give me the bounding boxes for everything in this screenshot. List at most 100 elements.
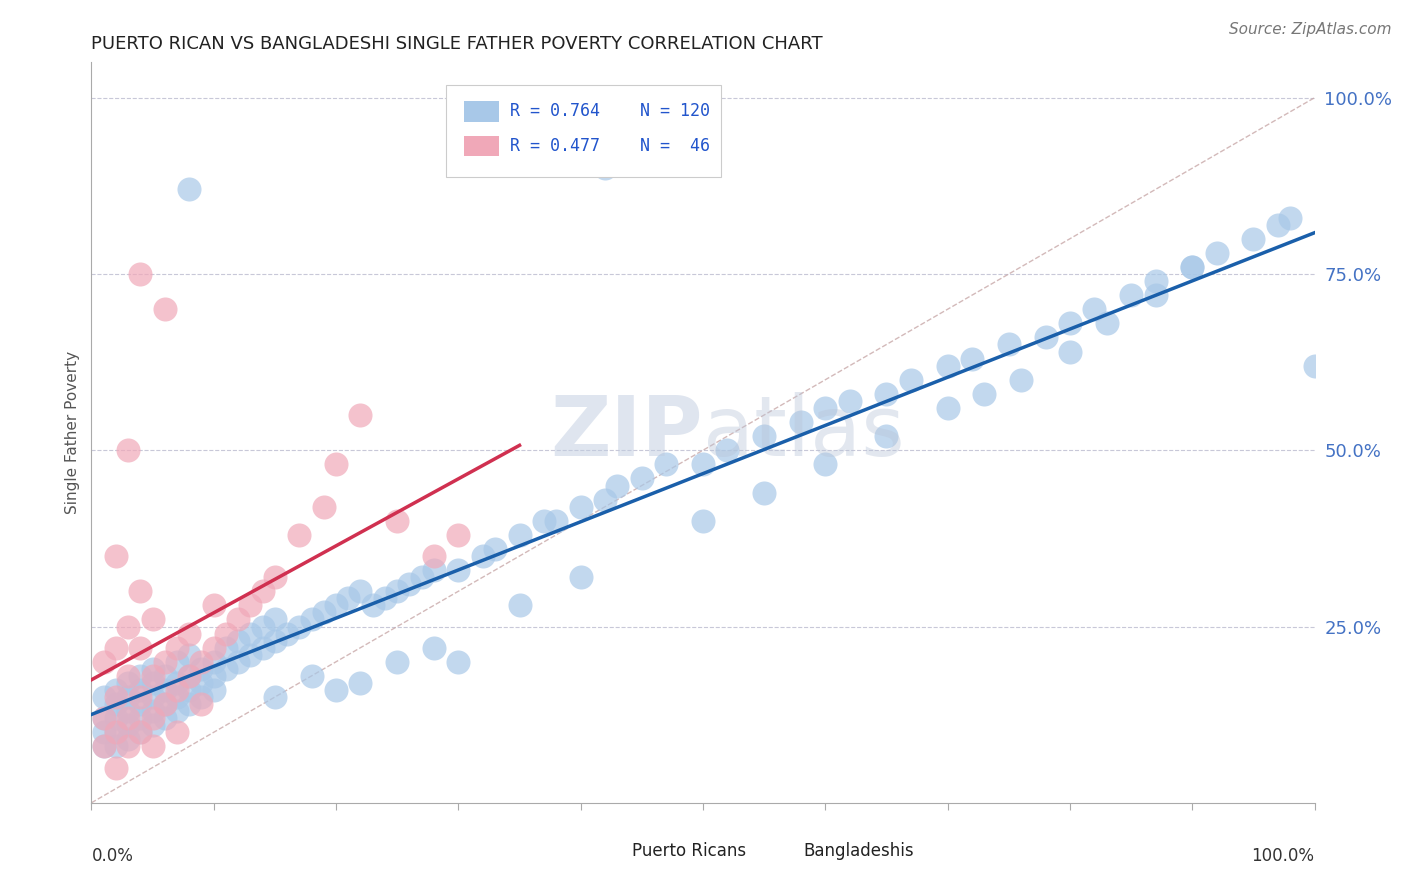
- Point: [141, 718, 163, 732]
- Point: [1083, 302, 1105, 317]
- Point: [166, 655, 188, 669]
- Point: [141, 711, 163, 725]
- Point: [754, 485, 776, 500]
- Point: [104, 640, 127, 655]
- Point: [93, 739, 115, 754]
- Point: [117, 739, 139, 754]
- Point: [1010, 373, 1032, 387]
- Point: [593, 161, 616, 176]
- Point: [104, 683, 127, 698]
- Point: [692, 514, 714, 528]
- Point: [1181, 260, 1204, 274]
- Point: [190, 676, 212, 690]
- Point: [546, 514, 568, 528]
- FancyBboxPatch shape: [599, 843, 626, 859]
- Point: [215, 640, 238, 655]
- Point: [93, 711, 115, 725]
- Point: [875, 387, 898, 401]
- Point: [484, 541, 506, 556]
- Point: [179, 683, 201, 698]
- Point: [190, 662, 212, 676]
- Text: R = 0.477    N =  46: R = 0.477 N = 46: [510, 137, 710, 155]
- Point: [129, 683, 152, 698]
- Point: [202, 655, 225, 669]
- Point: [104, 760, 127, 774]
- Point: [202, 640, 225, 655]
- Text: PUERTO RICAN VS BANGLADESHI SINGLE FATHER POVERTY CORRELATION CHART: PUERTO RICAN VS BANGLADESHI SINGLE FATHE…: [91, 35, 823, 53]
- FancyBboxPatch shape: [464, 101, 499, 121]
- Point: [104, 725, 127, 739]
- Point: [1303, 359, 1326, 373]
- Point: [1121, 288, 1143, 302]
- Point: [141, 739, 163, 754]
- Point: [423, 563, 446, 577]
- Point: [117, 443, 139, 458]
- Point: [166, 676, 188, 690]
- Point: [252, 640, 274, 655]
- Point: [1144, 274, 1167, 288]
- Point: [179, 626, 201, 640]
- Point: [190, 697, 212, 711]
- Point: [129, 584, 152, 599]
- Point: [349, 584, 371, 599]
- Point: [141, 704, 163, 718]
- Point: [93, 739, 115, 754]
- Point: [471, 549, 494, 563]
- Point: [166, 690, 188, 704]
- Point: [374, 591, 396, 606]
- Point: [166, 640, 188, 655]
- Point: [117, 619, 139, 633]
- Point: [264, 690, 287, 704]
- Text: ZIP: ZIP: [551, 392, 703, 473]
- Point: [264, 633, 287, 648]
- Text: atlas: atlas: [703, 392, 904, 473]
- Point: [301, 612, 323, 626]
- Point: [1035, 330, 1057, 344]
- Point: [117, 676, 139, 690]
- Point: [838, 393, 860, 408]
- Point: [325, 458, 347, 472]
- Point: [252, 619, 274, 633]
- Point: [1205, 245, 1227, 260]
- Point: [1279, 211, 1302, 225]
- Point: [129, 690, 152, 704]
- Point: [93, 725, 115, 739]
- Point: [814, 401, 837, 415]
- Point: [104, 739, 127, 754]
- Point: [129, 697, 152, 711]
- Point: [129, 669, 152, 683]
- Point: [93, 711, 115, 725]
- Point: [141, 690, 163, 704]
- Point: [385, 584, 409, 599]
- Point: [129, 267, 152, 281]
- Point: [202, 669, 225, 683]
- Point: [411, 570, 433, 584]
- Point: [1144, 288, 1167, 302]
- Point: [117, 669, 139, 683]
- Point: [631, 471, 654, 485]
- Point: [226, 633, 249, 648]
- Point: [129, 711, 152, 725]
- Point: [423, 549, 446, 563]
- Point: [226, 612, 249, 626]
- Point: [814, 458, 837, 472]
- Point: [202, 599, 225, 613]
- Text: Puerto Ricans: Puerto Ricans: [633, 842, 747, 860]
- Point: [141, 676, 163, 690]
- Point: [325, 683, 347, 698]
- Point: [153, 711, 176, 725]
- Point: [569, 500, 592, 514]
- Point: [190, 655, 212, 669]
- Point: [129, 640, 152, 655]
- Point: [361, 599, 384, 613]
- FancyBboxPatch shape: [464, 136, 499, 156]
- Point: [1243, 232, 1265, 246]
- Point: [754, 429, 776, 443]
- Point: [936, 401, 959, 415]
- Point: [349, 408, 371, 422]
- Point: [179, 669, 201, 683]
- Point: [337, 591, 360, 606]
- Point: [215, 626, 238, 640]
- Point: [385, 514, 409, 528]
- Point: [1181, 260, 1204, 274]
